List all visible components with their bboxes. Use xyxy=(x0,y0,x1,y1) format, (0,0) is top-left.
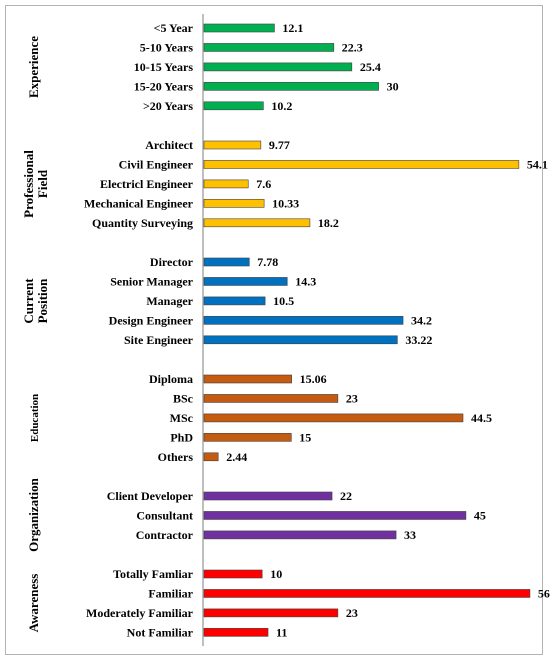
bar-professional-field xyxy=(203,160,520,169)
value-label: 23 xyxy=(346,606,358,620)
value-label: 33 xyxy=(404,528,416,542)
category-label: Director xyxy=(150,255,194,269)
group-label-line: Professional xyxy=(21,150,36,218)
value-label: 12.1 xyxy=(282,21,303,35)
value-label: 22 xyxy=(340,489,352,503)
category-label: Client Developer xyxy=(107,489,194,503)
category-label: Electricl Engineer xyxy=(100,177,194,191)
bar-experience xyxy=(203,62,353,72)
category-label: BSc xyxy=(173,391,194,405)
category-label: PhD xyxy=(170,430,193,444)
bar-experience xyxy=(203,101,264,111)
category-label: Site Engineer xyxy=(124,333,194,347)
value-label: 9.77 xyxy=(269,138,290,152)
category-label: Manager xyxy=(146,294,193,308)
value-label: 10.5 xyxy=(273,294,294,308)
bar-education xyxy=(203,413,464,423)
value-label: 10.33 xyxy=(272,196,299,210)
bar-professional-field xyxy=(203,179,249,189)
category-label: <5 Year xyxy=(154,21,194,35)
category-label: Contractor xyxy=(136,528,194,542)
bar-current-position xyxy=(203,277,288,286)
chart-frame xyxy=(5,5,543,655)
category-label: 10-15 Years xyxy=(134,60,194,74)
bar-current-position xyxy=(203,296,266,306)
bar-current-position xyxy=(203,316,404,325)
bar-organization xyxy=(203,530,397,540)
category-label: Familiar xyxy=(148,586,193,600)
category-label: Not Familiar xyxy=(127,625,194,639)
bar-awareness xyxy=(203,589,531,598)
group-label: Organization xyxy=(26,477,41,551)
group-label-line: Field xyxy=(35,169,50,198)
category-label: Mechanical Engineer xyxy=(84,196,194,210)
category-label: 15-20 Years xyxy=(134,79,194,93)
bar-professional-field xyxy=(203,199,265,208)
value-label: 11 xyxy=(276,625,287,639)
bar-awareness xyxy=(203,608,339,618)
bar-awareness xyxy=(203,628,269,637)
bar-organization xyxy=(203,491,333,501)
category-label: 5-10 Years xyxy=(140,40,194,54)
bar-current-position xyxy=(203,257,250,267)
value-label: 22.3 xyxy=(342,40,363,54)
value-label: 23 xyxy=(346,391,358,405)
value-label: 54.1 xyxy=(527,157,548,171)
bar-experience xyxy=(203,43,335,52)
category-label: Civil Engineer xyxy=(119,157,194,171)
value-label: 45 xyxy=(474,508,486,522)
bar-experience xyxy=(203,23,275,33)
category-label: Senior Manager xyxy=(110,274,193,288)
value-label: 15 xyxy=(299,430,311,444)
value-label: 30 xyxy=(387,79,399,93)
value-label: 14.3 xyxy=(295,274,316,288)
group-label-line: Current xyxy=(21,278,36,324)
category-label: Diploma xyxy=(149,372,193,386)
category-label: Totally Famliar xyxy=(113,567,194,581)
value-label: 18.2 xyxy=(318,216,339,230)
value-label: 10 xyxy=(270,567,282,581)
bar-professional-field xyxy=(203,140,262,150)
group-label: ProfessionalField xyxy=(21,150,50,218)
bar-experience xyxy=(203,82,379,91)
value-label: 7.78 xyxy=(257,255,278,269)
category-label: MSc xyxy=(170,411,194,425)
group-label: Awareness xyxy=(26,574,41,633)
bar-awareness xyxy=(203,569,263,579)
bar-education xyxy=(203,452,219,462)
category-label: Architect xyxy=(145,138,193,152)
category-label: Moderately Familiar xyxy=(86,606,194,620)
value-label: 44.5 xyxy=(471,411,492,425)
category-label: Quantity Surveying xyxy=(92,216,193,230)
category-label: >20 Years xyxy=(143,99,193,113)
value-label: 56 xyxy=(538,586,550,600)
category-label: Consultant xyxy=(136,508,193,522)
value-label: 2.44 xyxy=(226,450,247,464)
category-label: Others xyxy=(158,450,194,464)
bar-education xyxy=(203,394,339,403)
group-label-line: Position xyxy=(35,278,50,324)
category-label: Design Engineer xyxy=(109,313,194,327)
group-label: CurrentPosition xyxy=(21,278,50,324)
value-label: 10.2 xyxy=(271,99,292,113)
bar-organization xyxy=(203,511,467,520)
group-label: Education xyxy=(29,394,41,442)
group-label: Experience xyxy=(26,36,41,98)
bar-education xyxy=(203,374,292,384)
value-label: 33.22 xyxy=(405,333,432,347)
bar-education xyxy=(203,433,292,442)
bar-professional-field xyxy=(203,218,311,228)
bar-current-position xyxy=(203,335,398,345)
value-label: 34.2 xyxy=(411,313,432,327)
value-label: 7.6 xyxy=(256,177,271,191)
value-label: 25.4 xyxy=(360,60,381,74)
value-label: 15.06 xyxy=(300,372,327,386)
